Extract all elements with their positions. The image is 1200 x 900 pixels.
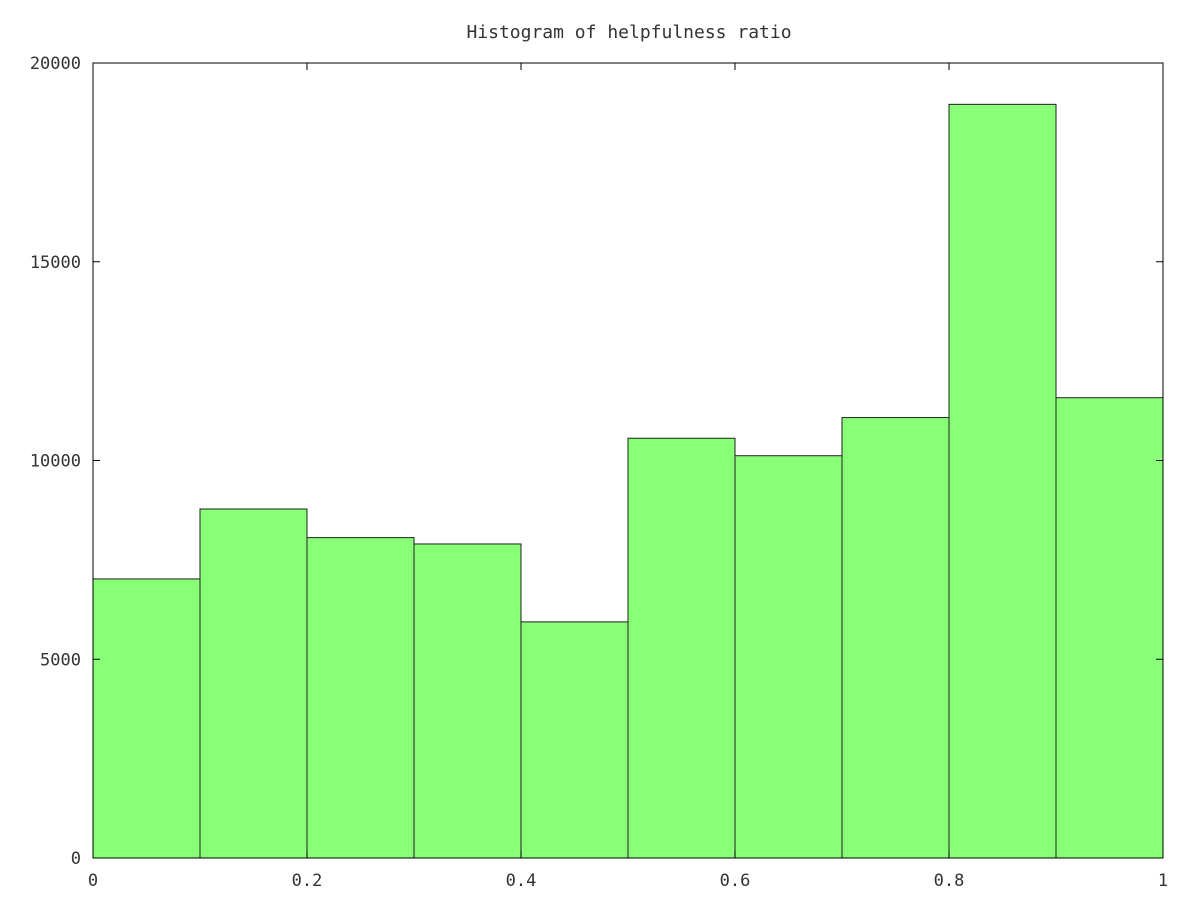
bars-group [92,103,1164,859]
histogram-bar [734,455,843,859]
histogram-bar [841,417,950,859]
y-tick-label: 0 [71,849,81,869]
histogram-bar [948,103,1057,859]
x-tick-label: 0.2 [292,871,323,891]
y-tick-label: 5000 [40,650,81,670]
histogram-bar [1055,397,1164,859]
histogram-bar [627,437,736,859]
histogram-bar [199,508,308,859]
chart-title: Histogram of helpfulness ratio [466,22,791,43]
x-tick-label: 1 [1158,871,1168,891]
histogram-bar [92,578,201,859]
x-tick-label: 0.4 [506,871,537,891]
histogram-bar [520,621,629,859]
x-tick-label: 0 [88,871,98,891]
ticks-group [92,62,1164,859]
x-tick-label: 0.8 [934,871,965,891]
y-tick-label: 20000 [30,54,81,74]
x-tick-label: 0.6 [720,871,751,891]
histogram-bar [413,543,522,859]
histogram-bar [306,537,415,859]
y-tick-label: 10000 [30,452,81,472]
tick-labels-group: 0 0.2 0.4 0.6 0.8 1 0 5000 10000 15000 20000 [30,54,1168,891]
y-tick-label: 15000 [30,253,81,273]
